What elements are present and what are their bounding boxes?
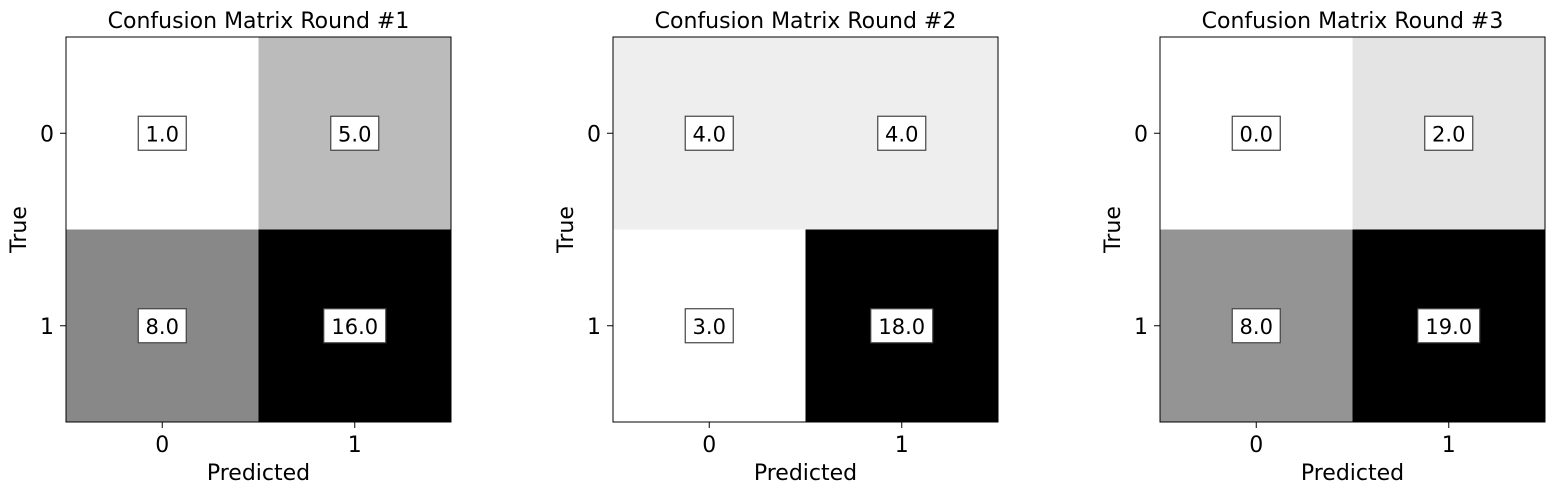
chart-title: Confusion Matrix Round #3 bbox=[1202, 9, 1504, 34]
data-label-box bbox=[1424, 115, 1474, 151]
chart-title: Confusion Matrix Round #2 bbox=[655, 9, 957, 34]
y-tick-label: 1 bbox=[1134, 315, 1148, 340]
chart-panel-1: 1.0 5.0 8.0 16.0 0 1 0 1 Confusion Matrix Round … bbox=[7, 9, 452, 486]
data-label-box bbox=[684, 115, 734, 151]
x-tick-label: 0 bbox=[155, 433, 169, 458]
x-tick-label: 0 bbox=[702, 433, 716, 458]
data-label: 4.0 bbox=[693, 122, 726, 146]
data-label-box bbox=[137, 308, 187, 344]
x-axis-label: Predicted bbox=[207, 461, 310, 486]
data-label-box bbox=[877, 115, 927, 151]
data-label: 3.0 bbox=[693, 315, 726, 339]
data-label: 8.0 bbox=[1240, 315, 1273, 339]
data-label-box bbox=[684, 308, 734, 344]
y-tick-label: 0 bbox=[40, 122, 54, 147]
y-axis-label: True bbox=[7, 206, 32, 254]
y-tick-label: 0 bbox=[1134, 122, 1148, 147]
data-label-box bbox=[330, 115, 380, 151]
data-label: 16.0 bbox=[331, 315, 378, 339]
data-label-box bbox=[323, 308, 387, 344]
chart-panel-3: 0.0 2.0 8.0 19.0 0 1 0 1 Confusion Matrix Round … bbox=[1101, 9, 1546, 486]
axes-frame bbox=[65, 36, 452, 423]
chart-title: Confusion Matrix Round #1 bbox=[108, 9, 410, 34]
x-tick-label: 1 bbox=[895, 433, 909, 458]
data-label-box bbox=[870, 308, 934, 344]
x-tick-label: 1 bbox=[348, 433, 362, 458]
data-label-box bbox=[1417, 308, 1481, 344]
data-label: 5.0 bbox=[338, 122, 371, 146]
x-axis-label: Predicted bbox=[1301, 461, 1404, 486]
data-label: 18.0 bbox=[878, 315, 925, 339]
y-axis-label: True bbox=[554, 206, 579, 254]
data-label: 4.0 bbox=[885, 122, 918, 146]
axes-frame bbox=[612, 36, 999, 423]
data-label-box bbox=[137, 115, 187, 151]
data-label: 1.0 bbox=[146, 122, 179, 146]
chart-panel-2: 4.0 4.0 3.0 18.0 0 1 0 1 Confusion Matrix Round … bbox=[554, 9, 999, 486]
x-tick-label: 0 bbox=[1249, 433, 1263, 458]
x-axis-label: Predicted bbox=[754, 461, 857, 486]
data-label: 2.0 bbox=[1432, 122, 1465, 146]
data-label: 0.0 bbox=[1240, 122, 1273, 146]
x-tick-label: 1 bbox=[1442, 433, 1456, 458]
data-label: 19.0 bbox=[1425, 315, 1472, 339]
y-axis-label: True bbox=[1101, 206, 1126, 254]
axes-frame bbox=[1159, 36, 1546, 423]
y-tick-label: 1 bbox=[40, 315, 54, 340]
data-label: 8.0 bbox=[146, 315, 179, 339]
data-label-box bbox=[1231, 115, 1281, 151]
data-label-box bbox=[1231, 308, 1281, 344]
y-tick-label: 0 bbox=[587, 122, 601, 147]
y-tick-label: 1 bbox=[587, 315, 601, 340]
